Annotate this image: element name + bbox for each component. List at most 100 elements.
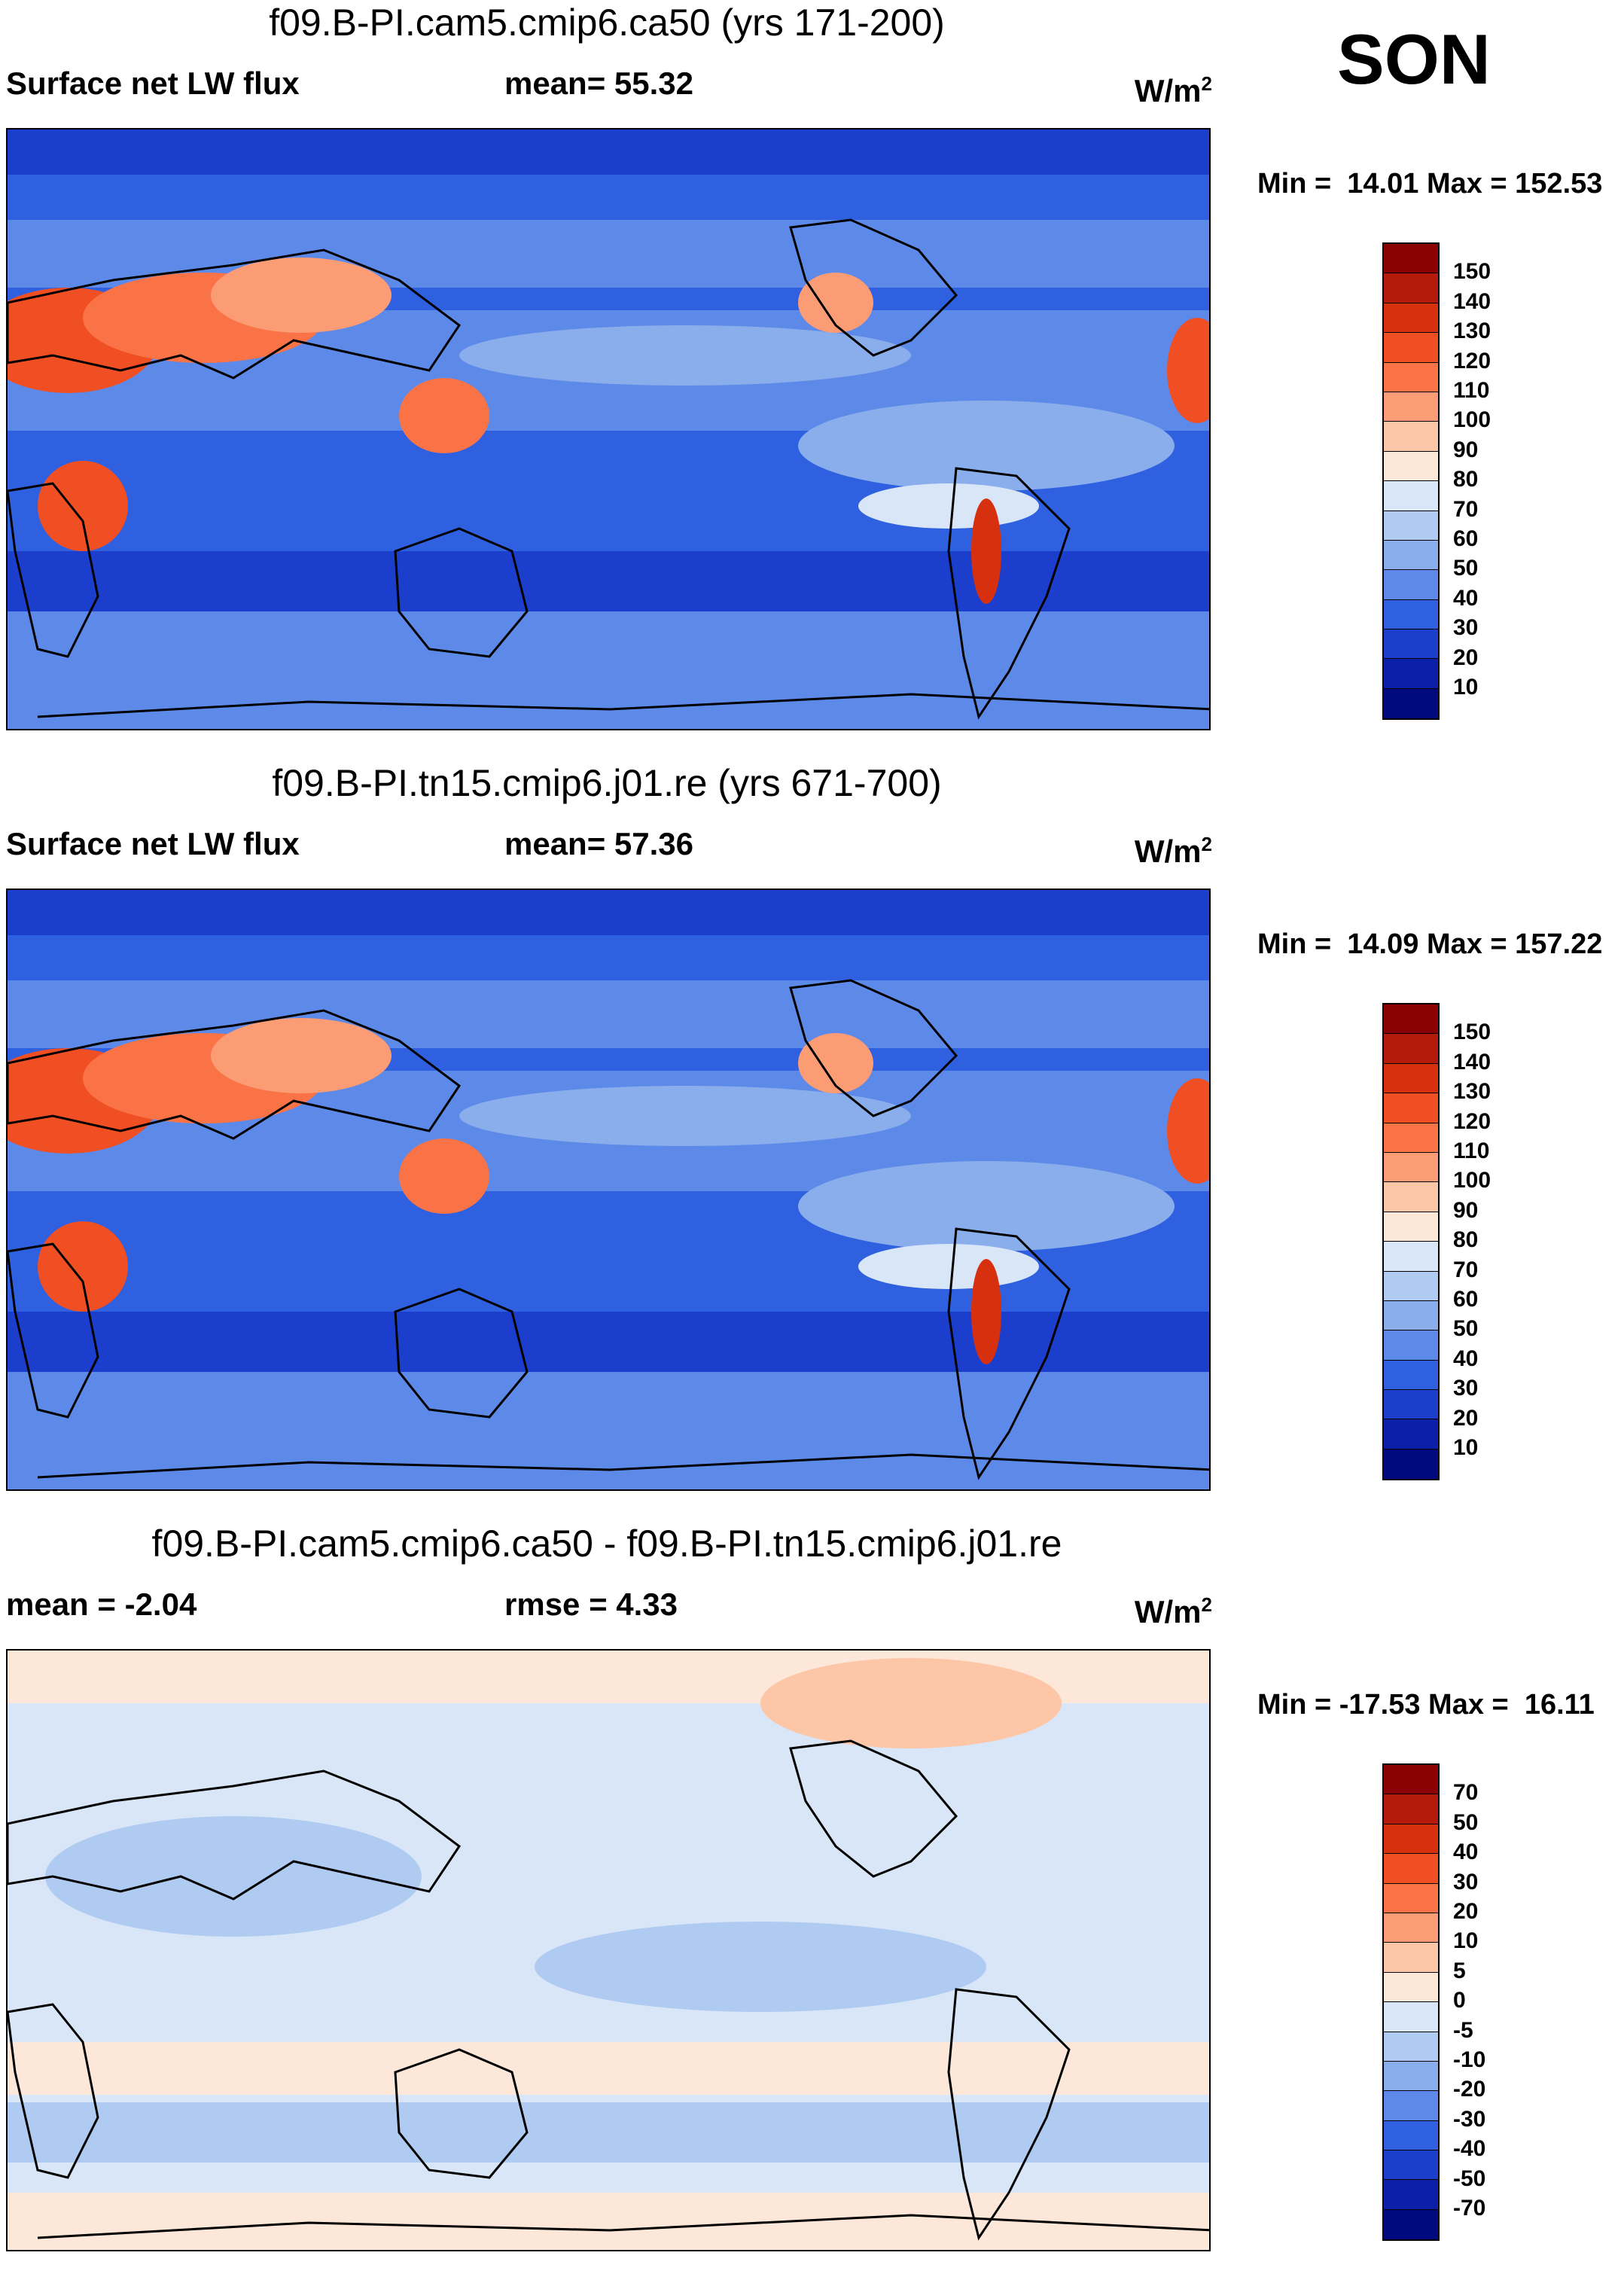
colorbar-tick-label: 20: [1453, 1899, 1479, 1924]
colorbar-swatch: [1384, 422, 1438, 452]
map-plot: [6, 128, 1211, 730]
colorbar-tick-label: 5: [1453, 1958, 1466, 1983]
colorbar-swatch: [1384, 1390, 1438, 1420]
minmax-label: Min = 14.09 Max = 157.22: [1257, 928, 1603, 960]
season-label: SON: [1337, 20, 1491, 99]
units-label: W/m2: [1134, 833, 1212, 869]
colorbar-swatch: [1384, 1419, 1438, 1449]
se-pacific-patch: [798, 401, 1175, 491]
colorbar-tick-label: 130: [1453, 319, 1491, 344]
colorbar-tick-label: 120: [1453, 348, 1491, 373]
colorbar-swatch: [1384, 273, 1438, 303]
central-asia-hotspot: [211, 258, 392, 333]
panel-title: f09.B-PI.cam5.cmip6.ca50 (yrs 171-200): [269, 2, 945, 44]
colorbar-tick-label: 110: [1453, 1138, 1490, 1163]
colorbar-swatch: [1384, 1123, 1438, 1153]
colorbar-swatch: [1384, 629, 1438, 660]
map-plot: [6, 1649, 1211, 2251]
colorbar-tick-label: 60: [1453, 1287, 1479, 1312]
colorbar-tick-label: 30: [1453, 1869, 1479, 1894]
colorbar-swatch: [1384, 333, 1438, 363]
colorbar-tick-label: -70: [1453, 2196, 1486, 2221]
map-plot: [6, 889, 1211, 1491]
minmax-label: Min = -17.53 Max = 16.11: [1257, 1689, 1595, 1721]
colorbar-tick-label: -50: [1453, 2166, 1486, 2191]
colorbar-swatch: [1384, 659, 1438, 689]
colorbar-swatch: [1384, 2032, 1438, 2062]
colorbar-swatch: [1384, 303, 1438, 334]
colorbar-tick-label: 50: [1453, 556, 1479, 581]
colorbar-swatch: [1384, 1300, 1438, 1331]
polar-band: [8, 130, 1209, 175]
colorbar-swatch: [1384, 1271, 1438, 1301]
colorbar: [1382, 1003, 1440, 1481]
colorbar-tick-label: 90: [1453, 1197, 1479, 1223]
colorbar-swatch: [1384, 1883, 1438, 1913]
variable-label: Surface net LW flux: [6, 66, 300, 101]
colorbar-tick-label: 40: [1453, 1840, 1479, 1865]
rmse-label: rmse = 4.33: [504, 1587, 678, 1622]
colorbar-tick-label: 80: [1453, 467, 1479, 492]
colorbar-tick-label: 70: [1453, 1780, 1479, 1806]
colorbar-swatch: [1384, 688, 1438, 719]
colorbar-swatch: [1384, 481, 1438, 511]
colorbar-swatch: [1384, 451, 1438, 482]
colorbar-swatch: [1384, 1449, 1438, 1480]
colorbar-tick-label: 140: [1453, 1049, 1491, 1074]
australia-hotspot: [399, 378, 489, 453]
colorbar-swatch: [1384, 1034, 1438, 1064]
colorbar-swatch: [1384, 570, 1438, 600]
panel-2: f09.B-PI.tn15.cmip6.j01.re (yrs 671-700)…: [0, 761, 1624, 1519]
mean-label: mean= 57.36: [504, 826, 694, 861]
colorbar-swatch: [1384, 392, 1438, 422]
colorbar-swatch: [1384, 2209, 1438, 2240]
colorbar-tick-label: 130: [1453, 1079, 1491, 1105]
colorbar-swatch: [1384, 2091, 1438, 2121]
colorbar-swatch: [1384, 1152, 1438, 1183]
colorbar-swatch: [1384, 1182, 1438, 1212]
colorbar-swatch: [1384, 1765, 1438, 1795]
colorbar-swatch: [1384, 1913, 1438, 1943]
colorbar-tick-label: 140: [1453, 288, 1491, 314]
colorbar-swatch: [1384, 244, 1438, 274]
colorbar-tick-label: -30: [1453, 2106, 1486, 2132]
map-graphic: [8, 1651, 1209, 2250]
southern-ocean-band: [8, 551, 1209, 611]
colorbar-swatch: [1384, 1794, 1438, 1824]
colorbar-tick-label: 50: [1453, 1809, 1479, 1835]
colorbar-tick-label: 70: [1453, 496, 1479, 522]
minmax-label: Min = 14.01 Max = 152.53: [1257, 168, 1603, 200]
na-southwest-hotspot: [798, 273, 873, 333]
colorbar-swatch: [1384, 2150, 1438, 2181]
colorbar: [1382, 1763, 1440, 2242]
mean-label: mean = -2.04: [6, 1587, 197, 1622]
colorbar-tick-label: 70: [1453, 1257, 1479, 1282]
colorbar-tick-label: 60: [1453, 526, 1479, 551]
colorbar-swatch: [1384, 1063, 1438, 1094]
colorbar-swatch: [1384, 599, 1438, 630]
africa-east-hotspot: [1167, 318, 1209, 423]
colorbar-tick-label: 150: [1453, 259, 1491, 285]
variable-label: Surface net LW flux: [6, 826, 300, 861]
units-label: W/m2: [1134, 72, 1212, 108]
panel-3: f09.B-PI.cam5.cmip6.ca50 - f09.B-PI.tn15…: [0, 1521, 1624, 2280]
colorbar-swatch: [1384, 362, 1438, 392]
panel-title: f09.B-PI.tn15.cmip6.j01.re (yrs 671-700): [272, 762, 942, 804]
colorbar-swatch: [1384, 511, 1438, 541]
colorbar-tick-label: 50: [1453, 1316, 1479, 1342]
colorbar-swatch: [1384, 1004, 1438, 1035]
colorbar-tick-label: 10: [1453, 1928, 1479, 1954]
colorbar-tick-label: 30: [1453, 615, 1479, 641]
colorbar-swatch: [1384, 2180, 1438, 2210]
colorbar-tick-label: 10: [1453, 675, 1479, 700]
colorbar-tick-label: -20: [1453, 2077, 1486, 2102]
colorbar-swatch: [1384, 1854, 1438, 1884]
map-graphic: [8, 890, 1209, 1489]
colorbar-tick-label: 40: [1453, 1346, 1479, 1371]
andes-hotspot: [971, 498, 1001, 604]
colorbar-swatch: [1384, 2002, 1438, 2032]
colorbar-swatch: [1384, 2061, 1438, 2092]
colorbar-swatch: [1384, 540, 1438, 571]
colorbar: [1382, 242, 1440, 721]
map-graphic: [8, 130, 1209, 729]
